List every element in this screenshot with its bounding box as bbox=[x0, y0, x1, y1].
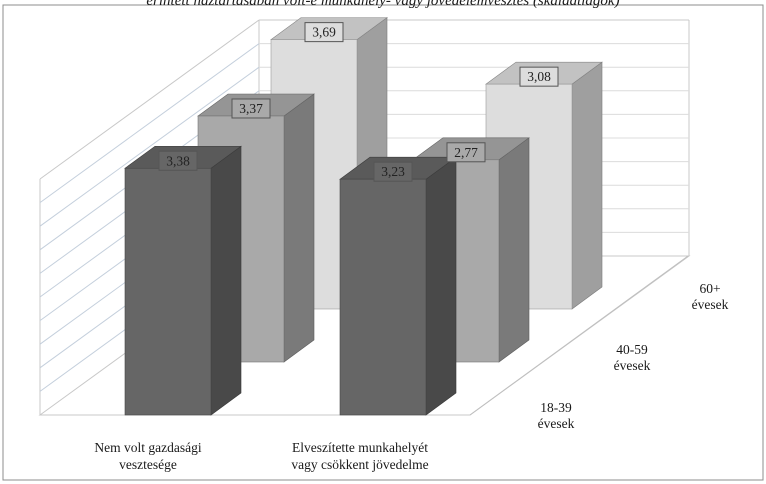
data-label: 3,37 bbox=[232, 99, 270, 118]
bar-side-face bbox=[426, 157, 456, 415]
data-label-text: 3,23 bbox=[381, 164, 405, 179]
series-label: 40-59 évesek bbox=[614, 342, 651, 373]
data-label: 3,38 bbox=[159, 151, 197, 170]
data-label-text: 3,69 bbox=[312, 25, 336, 40]
bar-side-face bbox=[211, 146, 241, 415]
data-label-text: 3,38 bbox=[166, 153, 190, 168]
chart-title: érintett háztartásában volt-e munkahely-… bbox=[146, 0, 619, 9]
bar bbox=[125, 146, 241, 415]
data-label: 3,23 bbox=[374, 162, 412, 181]
data-label-text: 3,37 bbox=[239, 101, 263, 116]
bar-front-face bbox=[340, 179, 426, 415]
data-label: 2,77 bbox=[447, 143, 485, 162]
bar-side-face bbox=[499, 138, 529, 362]
bar-side-face bbox=[284, 94, 314, 362]
bar bbox=[340, 157, 456, 415]
series-label: 18-39 évesek bbox=[538, 400, 575, 431]
data-label: 3,08 bbox=[520, 67, 558, 86]
data-label-text: 2,77 bbox=[454, 145, 478, 160]
bar-front-face bbox=[125, 168, 211, 415]
data-label: 3,69 bbox=[305, 23, 343, 42]
bar-side-face bbox=[572, 62, 602, 309]
data-label-text: 3,08 bbox=[527, 69, 551, 84]
